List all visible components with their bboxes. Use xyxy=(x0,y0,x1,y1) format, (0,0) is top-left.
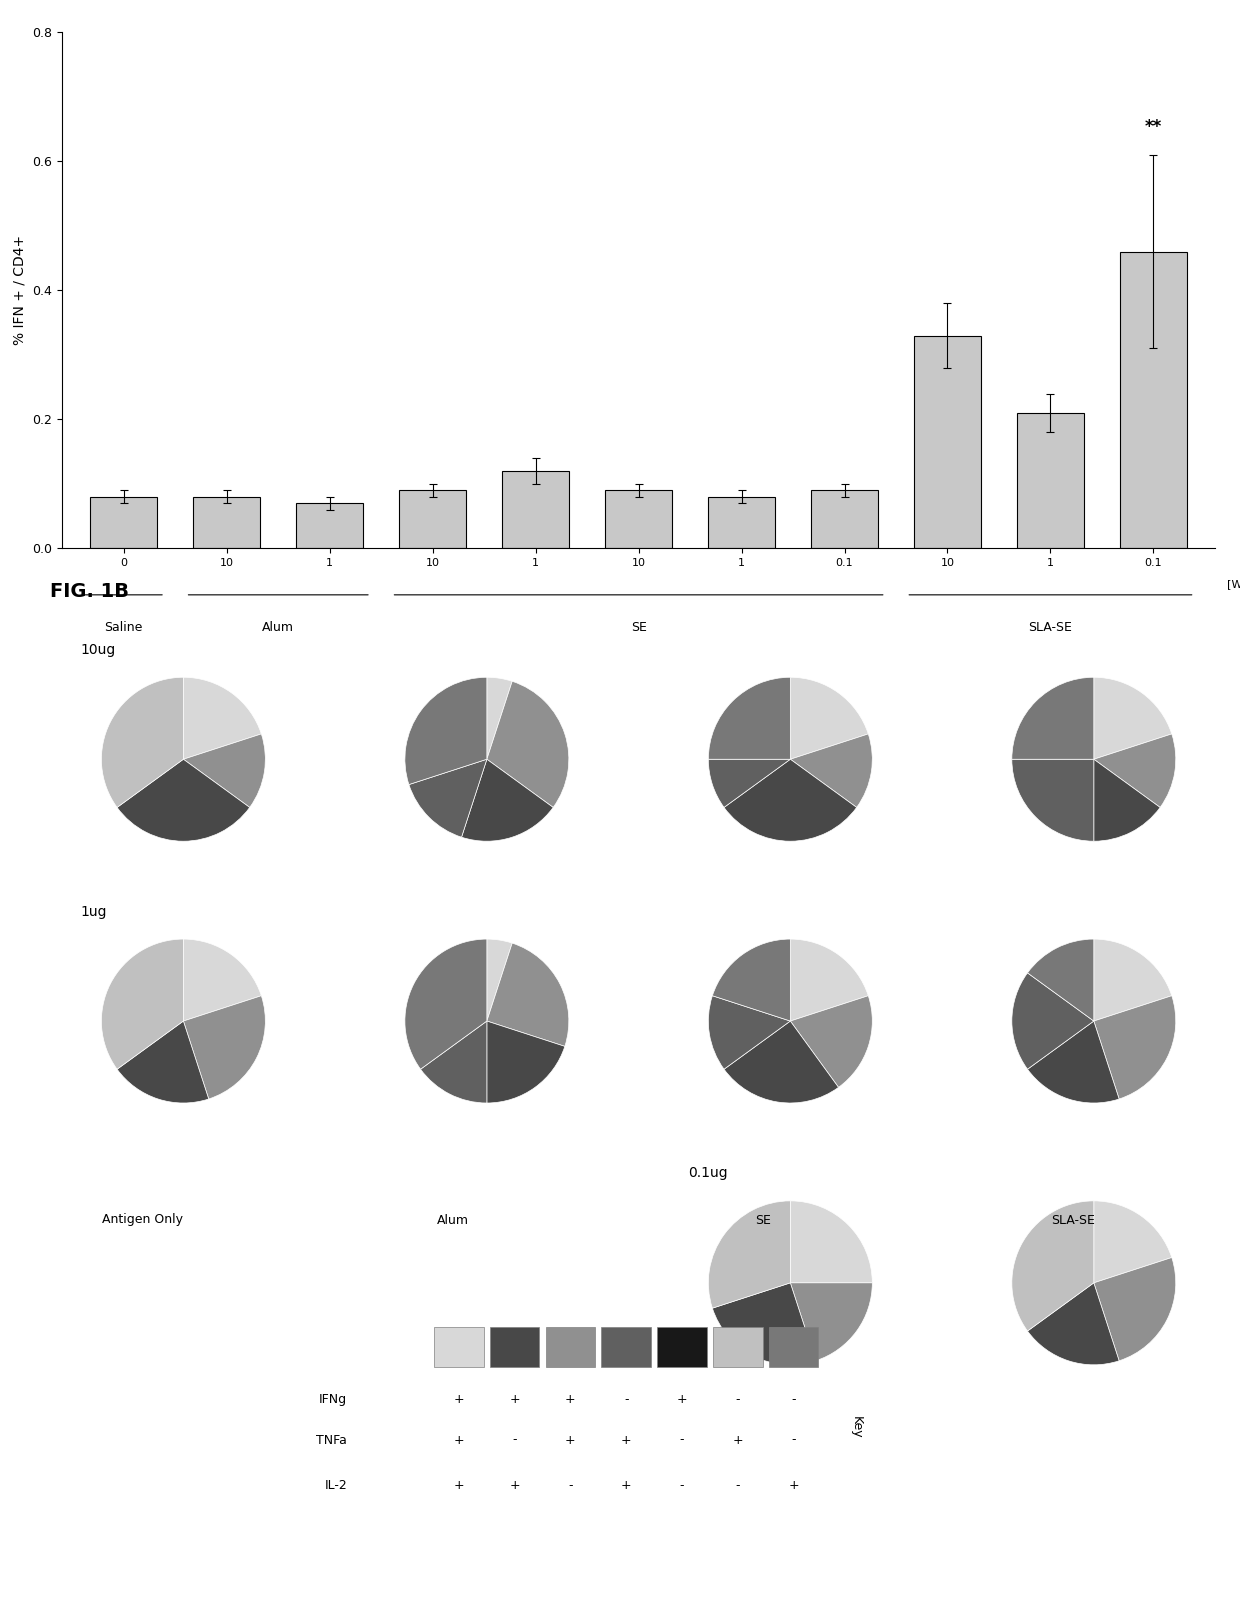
Wedge shape xyxy=(724,1021,838,1103)
Wedge shape xyxy=(117,759,249,841)
Wedge shape xyxy=(487,938,512,1021)
Text: -: - xyxy=(735,1479,740,1492)
Text: IL-2: IL-2 xyxy=(325,1479,347,1492)
Text: 0.1ug: 0.1ug xyxy=(688,1167,728,1181)
Text: -: - xyxy=(735,1393,740,1406)
Text: IFNg: IFNg xyxy=(319,1393,347,1406)
Wedge shape xyxy=(184,995,265,1099)
Text: FIG. 1B: FIG. 1B xyxy=(50,582,129,602)
Wedge shape xyxy=(712,938,790,1021)
Wedge shape xyxy=(420,1021,487,1103)
Wedge shape xyxy=(487,678,512,759)
Text: +: + xyxy=(454,1434,464,1446)
Wedge shape xyxy=(708,1201,790,1309)
Text: 1ug: 1ug xyxy=(81,904,108,919)
Text: SLA-SE: SLA-SE xyxy=(1028,621,1073,634)
Wedge shape xyxy=(1094,995,1176,1099)
Text: SE: SE xyxy=(631,621,646,634)
Bar xyxy=(1017,413,1084,549)
Text: Alum: Alum xyxy=(436,1214,469,1226)
Wedge shape xyxy=(405,678,487,785)
Wedge shape xyxy=(1094,938,1172,1021)
Bar xyxy=(502,471,569,549)
Bar xyxy=(1120,252,1187,549)
Text: +: + xyxy=(510,1393,520,1406)
Bar xyxy=(708,497,775,549)
Text: -: - xyxy=(512,1434,517,1446)
Text: SE: SE xyxy=(755,1214,770,1226)
Bar xyxy=(811,490,878,549)
Text: +: + xyxy=(565,1434,575,1446)
Wedge shape xyxy=(1094,759,1161,841)
Wedge shape xyxy=(1028,1021,1120,1103)
Wedge shape xyxy=(409,759,487,837)
Wedge shape xyxy=(102,678,184,807)
Wedge shape xyxy=(790,735,872,807)
Text: **: ** xyxy=(1145,118,1162,136)
Wedge shape xyxy=(708,995,790,1069)
Text: +: + xyxy=(733,1434,743,1446)
Wedge shape xyxy=(708,759,790,807)
Wedge shape xyxy=(184,938,262,1021)
Wedge shape xyxy=(184,735,265,807)
Text: +: + xyxy=(677,1393,687,1406)
Wedge shape xyxy=(1094,1201,1172,1283)
Wedge shape xyxy=(1028,1283,1120,1366)
Text: -: - xyxy=(680,1479,684,1492)
Wedge shape xyxy=(1012,759,1094,841)
Text: -: - xyxy=(791,1434,796,1446)
Wedge shape xyxy=(487,943,569,1047)
Bar xyxy=(399,490,466,549)
Text: +: + xyxy=(621,1479,631,1492)
Text: SLA-SE: SLA-SE xyxy=(1050,1214,1095,1226)
Text: +: + xyxy=(789,1479,799,1492)
Text: Key: Key xyxy=(849,1416,862,1438)
Text: +: + xyxy=(621,1434,631,1446)
Wedge shape xyxy=(1012,1201,1094,1332)
Text: Alum: Alum xyxy=(262,621,294,634)
Text: -: - xyxy=(680,1434,684,1446)
Wedge shape xyxy=(102,938,184,1069)
Wedge shape xyxy=(1012,972,1094,1069)
Wedge shape xyxy=(1094,678,1172,759)
Text: +: + xyxy=(454,1479,464,1492)
Wedge shape xyxy=(1094,735,1176,807)
Text: TNFa: TNFa xyxy=(316,1434,347,1446)
Wedge shape xyxy=(405,938,487,1069)
Text: [WN-80E] (ug): [WN-80E] (ug) xyxy=(1226,579,1240,589)
Wedge shape xyxy=(487,1021,565,1103)
Text: +: + xyxy=(510,1479,520,1492)
Text: +: + xyxy=(454,1393,464,1406)
Text: Saline: Saline xyxy=(104,621,143,634)
Wedge shape xyxy=(790,938,868,1021)
Wedge shape xyxy=(724,759,857,841)
Text: -: - xyxy=(568,1479,573,1492)
Bar xyxy=(914,335,981,549)
Bar xyxy=(91,497,157,549)
Bar xyxy=(193,497,260,549)
Bar xyxy=(296,503,363,549)
Y-axis label: % IFN + / CD4+: % IFN + / CD4+ xyxy=(12,235,27,345)
Wedge shape xyxy=(117,1021,208,1103)
Text: -: - xyxy=(624,1393,629,1406)
Wedge shape xyxy=(487,681,569,807)
Wedge shape xyxy=(712,1283,816,1366)
Wedge shape xyxy=(184,678,262,759)
Wedge shape xyxy=(708,678,790,759)
Wedge shape xyxy=(790,678,868,759)
Wedge shape xyxy=(1012,678,1094,759)
Wedge shape xyxy=(790,1283,872,1361)
Wedge shape xyxy=(790,1201,872,1283)
Text: -: - xyxy=(791,1393,796,1406)
Text: 10ug: 10ug xyxy=(81,642,117,657)
Wedge shape xyxy=(461,759,553,841)
Text: +: + xyxy=(565,1393,575,1406)
Wedge shape xyxy=(790,995,872,1087)
Text: Antigen Only: Antigen Only xyxy=(102,1214,184,1226)
Wedge shape xyxy=(1028,938,1094,1021)
Bar xyxy=(605,490,672,549)
Wedge shape xyxy=(1094,1257,1176,1361)
